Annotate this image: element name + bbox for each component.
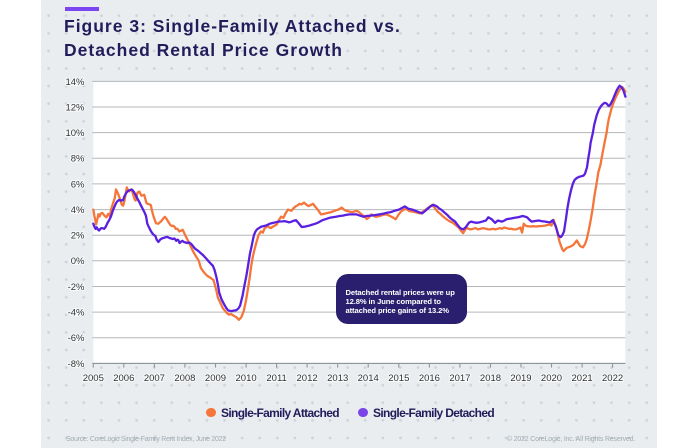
- svg-text:2009: 2009: [205, 373, 226, 384]
- svg-text:2011: 2011: [266, 373, 286, 384]
- svg-text:-2%: -2%: [68, 282, 85, 293]
- svg-text:14%: 14%: [65, 77, 85, 88]
- svg-text:8%: 8%: [71, 154, 85, 165]
- svg-text:2010: 2010: [236, 373, 257, 384]
- svg-text:4%: 4%: [71, 205, 85, 216]
- svg-text:2012: 2012: [297, 373, 318, 384]
- svg-text:0%: 0%: [71, 256, 85, 267]
- svg-text:2017: 2017: [449, 373, 470, 384]
- svg-text:2020: 2020: [541, 373, 562, 384]
- svg-text:2022: 2022: [602, 373, 623, 384]
- svg-text:2006: 2006: [113, 373, 134, 384]
- svg-text:2021: 2021: [572, 373, 593, 384]
- svg-text:12%: 12%: [65, 102, 85, 113]
- svg-text:-4%: -4%: [68, 308, 85, 319]
- svg-text:2016: 2016: [419, 373, 440, 384]
- svg-text:-6%: -6%: [68, 333, 85, 344]
- svg-text:6%: 6%: [71, 179, 85, 190]
- svg-text:2%: 2%: [71, 231, 85, 242]
- svg-text:2005: 2005: [83, 373, 104, 384]
- svg-text:2015: 2015: [388, 373, 409, 384]
- svg-text:10%: 10%: [65, 128, 85, 139]
- svg-text:2008: 2008: [174, 373, 195, 384]
- svg-text:2013: 2013: [327, 373, 348, 384]
- svg-text:2018: 2018: [480, 373, 501, 384]
- svg-text:2014: 2014: [358, 373, 379, 384]
- svg-text:-8%: -8%: [68, 359, 85, 370]
- svg-text:2019: 2019: [510, 373, 531, 384]
- svg-text:2007: 2007: [144, 373, 165, 384]
